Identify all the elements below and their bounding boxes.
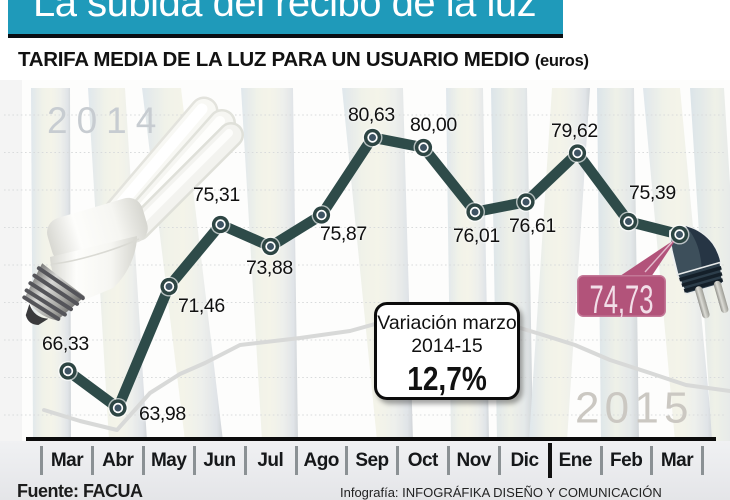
svg-text:2014: 2014 — [47, 100, 165, 141]
svg-text:2015: 2015 — [575, 384, 694, 433]
